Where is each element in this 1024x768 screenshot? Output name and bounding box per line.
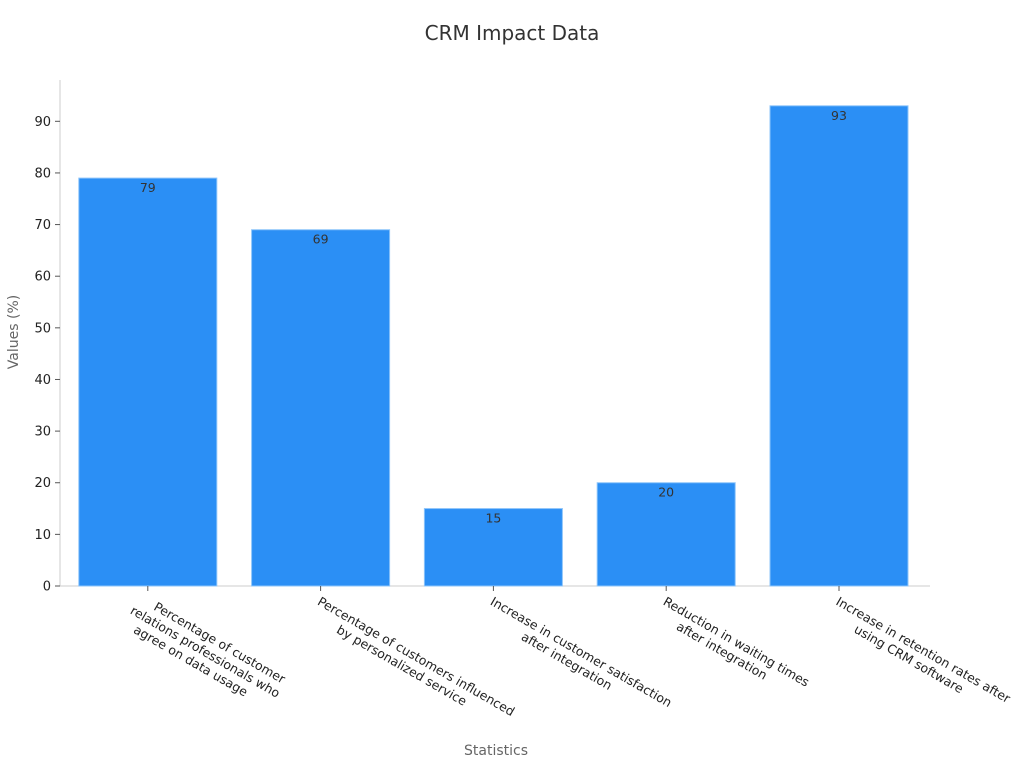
bar-value-label: 79 <box>140 180 156 195</box>
y-tick-label: 60 <box>34 270 51 285</box>
bar <box>423 508 563 587</box>
y-tick-label: 80 <box>34 166 51 181</box>
chart-title: CRM Impact Data <box>425 21 600 45</box>
x-axis-title: Statistics <box>464 743 528 759</box>
plot-area: 0 10 20 30 40 50 60 70 80 90 79 Percentage of custo… <box>34 80 1014 732</box>
y-tick-label: 50 <box>34 321 51 336</box>
y-tick-label: 10 <box>34 528 51 543</box>
bar <box>596 482 736 587</box>
y-tick-label: 0 <box>43 580 51 595</box>
bar-value-label: 93 <box>831 108 847 123</box>
bar <box>251 229 391 587</box>
y-tick-label: 40 <box>34 373 51 388</box>
bar <box>769 105 909 587</box>
y-axis-title: Values (%) <box>6 295 22 369</box>
bar-value-label: 20 <box>658 485 674 500</box>
y-tick-label: 90 <box>34 115 51 130</box>
bar-value-label: 15 <box>485 511 501 526</box>
y-tick-label: 20 <box>34 476 51 491</box>
y-tick-label: 30 <box>34 425 51 440</box>
x-tick-label: Percentage of customers influencedby per… <box>308 594 518 732</box>
x-tick-label: Increase in retention rates afterusing C… <box>826 594 1014 720</box>
x-tick-label: Reduction in waiting timesafter integrat… <box>653 594 812 703</box>
y-tick-label: 70 <box>34 218 51 233</box>
bar <box>78 177 218 587</box>
x-tick-label: Percentage of customerrelations professi… <box>120 590 290 714</box>
bar-value-label: 69 <box>313 232 329 247</box>
